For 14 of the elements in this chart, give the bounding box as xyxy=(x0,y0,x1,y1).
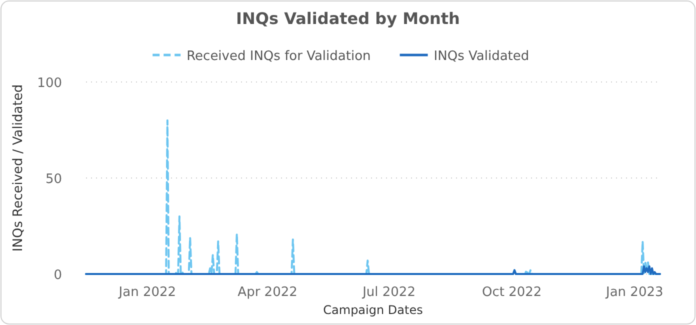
chart-title: INQs Validated by Month xyxy=(236,9,460,28)
x-tick-label: Apr 2022 xyxy=(238,285,298,300)
x-tick-label: Oct 2022 xyxy=(482,285,542,300)
y-tick-label: 50 xyxy=(45,172,62,187)
legend-label: Received INQs for Validation xyxy=(186,49,371,64)
x-axis-title: Campaign Dates xyxy=(323,303,423,317)
line-series xyxy=(85,265,661,275)
y-axis-title: INQs Received / Validated xyxy=(11,84,26,252)
x-tick-label: Jul 2022 xyxy=(362,285,416,300)
y-tick-label: 0 xyxy=(54,268,62,283)
legend-label: INQs Validated xyxy=(434,49,530,64)
x-tick-label: Jan 2023 xyxy=(605,285,664,300)
y-tick-label: 100 xyxy=(37,76,62,91)
x-tick-label: Jan 2022 xyxy=(118,285,176,300)
